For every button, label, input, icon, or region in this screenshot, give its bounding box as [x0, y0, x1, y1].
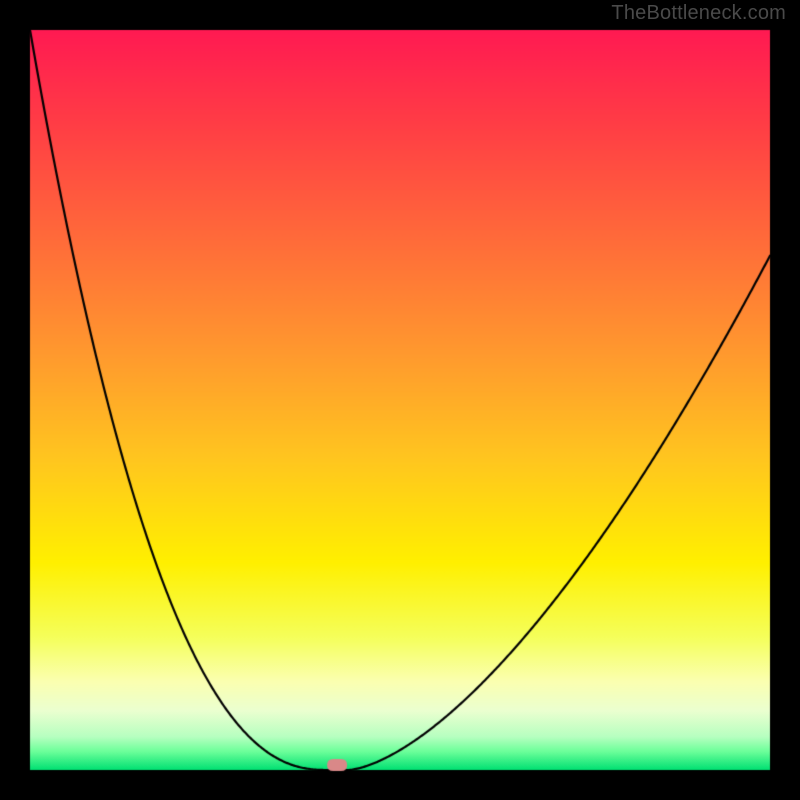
chart-root: TheBottleneck.com: [0, 0, 800, 800]
chart-curve-layer: [0, 0, 800, 800]
watermark-text: TheBottleneck.com: [611, 2, 786, 25]
